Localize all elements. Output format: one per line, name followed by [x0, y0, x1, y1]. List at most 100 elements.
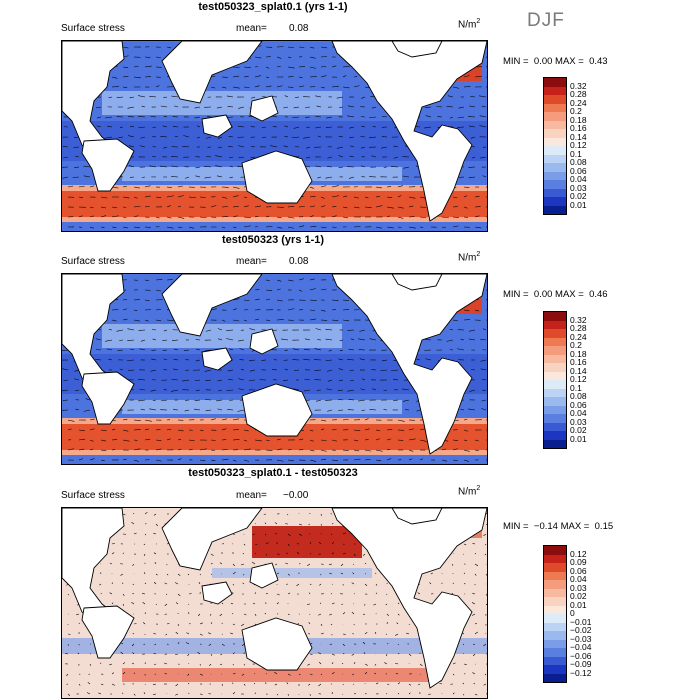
panel-3-units: N/m2	[458, 485, 481, 498]
colorbar-swatch	[544, 571, 566, 580]
colorbar-tick-label: 0.24	[570, 331, 587, 342]
colorbar-swatch	[544, 95, 566, 104]
colorbar-tick-label: 0.1	[570, 382, 582, 393]
panel-2-units: N/m2	[458, 251, 481, 264]
colorbar-tick-label: 0.12	[570, 374, 587, 384]
colorbar-swatch	[544, 405, 566, 414]
colorbar-swatch	[544, 656, 566, 665]
panel-3-field-label: Surface stress	[61, 490, 125, 501]
colorbar-swatch	[544, 439, 566, 448]
colorbar-swatch	[544, 171, 566, 180]
colorbar-swatch	[544, 665, 566, 674]
panel-2-colorbar	[543, 311, 567, 449]
colorbar-swatch	[544, 197, 566, 206]
colorbar-swatch	[544, 129, 566, 138]
panel-2-minmax: MIN = 0.00 MAX = 0.46	[503, 289, 608, 300]
colorbar-swatch	[544, 180, 566, 189]
colorbar-swatch	[544, 673, 566, 682]
colorbar-tick-label: 0.04	[570, 408, 587, 418]
colorbar-tick-label: 0.28	[570, 89, 587, 99]
colorbar-swatch	[544, 546, 566, 555]
colorbar-tick-label: 0.32	[570, 314, 587, 325]
colorbar-tick-label: 0.02	[570, 191, 587, 201]
colorbar-swatch	[544, 312, 566, 321]
colorbar-tick-label: −0.12	[570, 667, 592, 678]
colorbar-tick-label: 0.12	[570, 140, 587, 150]
colorbar-swatch	[544, 414, 566, 423]
panel-2-mean-label: mean=	[236, 256, 267, 267]
colorbar-swatch	[544, 648, 566, 657]
panel-1-title: test050323_splat0.1 (yrs 1-1)	[198, 1, 348, 13]
colorbar-swatch	[544, 154, 566, 163]
colorbar-tick-label: 0.03	[570, 582, 587, 593]
colorbar-swatch	[544, 337, 566, 346]
colorbar-tick-label: −0.03	[570, 633, 592, 644]
panel-2-mean-value: 0.08	[289, 256, 309, 267]
colorbar-swatch	[544, 371, 566, 380]
colorbar-tick-label: 0.04	[570, 574, 587, 584]
colorbar-swatch	[544, 363, 566, 372]
colorbar-swatch	[544, 329, 566, 338]
panel-3-minmax: MIN = −0.14 MAX = 0.15	[503, 521, 614, 532]
colorbar-swatch	[544, 354, 566, 363]
colorbar-swatch	[544, 431, 566, 440]
colorbar-swatch	[544, 588, 566, 597]
panel-3-colorbar	[543, 545, 567, 683]
panel-2-field-label: Surface stress	[61, 256, 125, 267]
colorbar-tick-label: −0.02	[570, 625, 592, 635]
panel-3-mean-value: −0.00	[283, 490, 309, 501]
colorbar-tick-label: 0.02	[570, 591, 587, 601]
colorbar-tick-label: 0.2	[570, 106, 582, 116]
panel-2-map-plot	[62, 274, 487, 464]
colorbar-swatch	[544, 346, 566, 355]
panel-3-title: test050323_splat0.1 - test050323	[188, 467, 358, 479]
colorbar-swatch	[544, 78, 566, 87]
colorbar-tick-label: 0.28	[570, 323, 587, 333]
colorbar-tick-label: 0.24	[570, 97, 587, 108]
colorbar-swatch	[544, 137, 566, 146]
colorbar-tick-label: 0.03	[570, 416, 587, 427]
panel-1-units: N/m2	[458, 18, 481, 31]
panel-3-mean-label: mean=	[236, 490, 267, 501]
colorbar-tick-label: −0.09	[570, 659, 592, 669]
colorbar-swatch	[544, 422, 566, 431]
colorbar-swatch	[544, 397, 566, 406]
colorbar-tick-label: −0.01	[570, 616, 592, 627]
colorbar-swatch	[544, 103, 566, 112]
colorbar-swatch	[544, 388, 566, 397]
colorbar-swatch	[544, 597, 566, 606]
colorbar-swatch	[544, 188, 566, 197]
colorbar-swatch	[544, 205, 566, 214]
colorbar-swatch	[544, 614, 566, 623]
panel-1-map	[61, 40, 488, 232]
colorbar-tick-label: −0.06	[570, 650, 592, 661]
colorbar-tick-label: 0.02	[570, 425, 587, 435]
colorbar-tick-label: 0.14	[570, 131, 587, 142]
colorbar-swatch	[544, 639, 566, 648]
panel-1-mean-value: 0.08	[289, 23, 309, 34]
colorbar-tick-label: 0.06	[570, 399, 587, 410]
colorbar-tick-label: −0.04	[570, 642, 592, 652]
colorbar-swatch	[544, 622, 566, 631]
colorbar-tick-label: 0.18	[570, 348, 587, 359]
colorbar-swatch	[544, 163, 566, 172]
panel-1-minmax: MIN = 0.00 MAX = 0.43	[503, 56, 608, 67]
panel-1-colorbar	[543, 77, 567, 215]
colorbar-tick-label: 0.01	[570, 599, 587, 610]
colorbar-swatch	[544, 580, 566, 589]
colorbar-tick-label: 0.09	[570, 557, 587, 567]
colorbar-tick-label: 0.32	[570, 80, 587, 91]
panel-1-field-label: Surface stress	[61, 23, 125, 34]
colorbar-tick-label: 0.1	[570, 148, 582, 159]
colorbar-tick-label: 0.16	[570, 123, 587, 133]
panel-2-title: test050323 (yrs 1-1)	[221, 234, 325, 246]
season-label: DJF	[527, 10, 565, 31]
colorbar-tick-label: 0.04	[570, 174, 587, 184]
colorbar-tick-label: 0.12	[570, 548, 587, 559]
panel-3-map	[61, 507, 488, 699]
colorbar-swatch	[544, 86, 566, 95]
colorbar-tick-label: 0.08	[570, 391, 587, 401]
colorbar-tick-label: 0	[570, 608, 575, 618]
panel-1-mean-label: mean=	[236, 23, 267, 34]
colorbar-tick-label: 0.06	[570, 565, 587, 576]
